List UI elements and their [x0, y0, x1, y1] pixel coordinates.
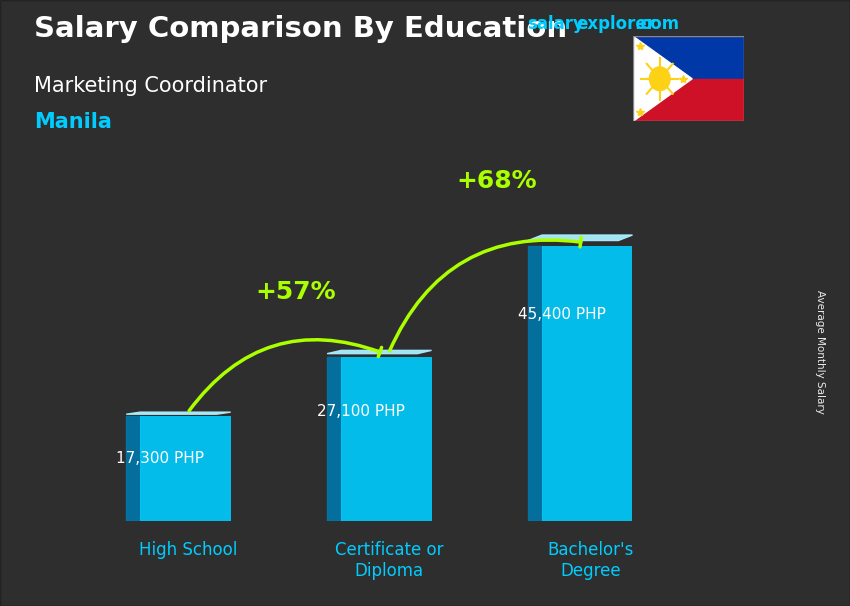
Polygon shape: [528, 235, 632, 241]
Bar: [341, 357, 432, 521]
Text: Manila: Manila: [34, 112, 112, 132]
Bar: [542, 246, 632, 521]
Polygon shape: [327, 357, 341, 521]
Text: 27,100 PHP: 27,100 PHP: [317, 404, 405, 419]
Circle shape: [649, 67, 670, 91]
Polygon shape: [528, 246, 542, 521]
Bar: [633, 36, 744, 79]
Text: +57%: +57%: [256, 279, 337, 304]
Text: salary: salary: [527, 15, 584, 33]
Text: Average Monthly Salary: Average Monthly Salary: [815, 290, 825, 413]
Polygon shape: [327, 350, 432, 354]
Text: 45,400 PHP: 45,400 PHP: [518, 307, 606, 322]
Text: .com: .com: [634, 15, 679, 33]
Polygon shape: [126, 412, 230, 415]
Text: Bachelor's
Degree: Bachelor's Degree: [547, 541, 633, 580]
Text: Salary Comparison By Education: Salary Comparison By Education: [34, 15, 567, 43]
Text: High School: High School: [139, 541, 238, 559]
Text: Certificate or
Diploma: Certificate or Diploma: [335, 541, 444, 580]
Polygon shape: [633, 36, 692, 121]
Text: explorer: explorer: [576, 15, 655, 33]
Bar: [633, 79, 744, 121]
Text: +68%: +68%: [456, 168, 537, 193]
Bar: [140, 416, 230, 521]
Text: Marketing Coordinator: Marketing Coordinator: [34, 76, 267, 96]
Text: 17,300 PHP: 17,300 PHP: [116, 451, 204, 466]
Polygon shape: [126, 416, 140, 521]
